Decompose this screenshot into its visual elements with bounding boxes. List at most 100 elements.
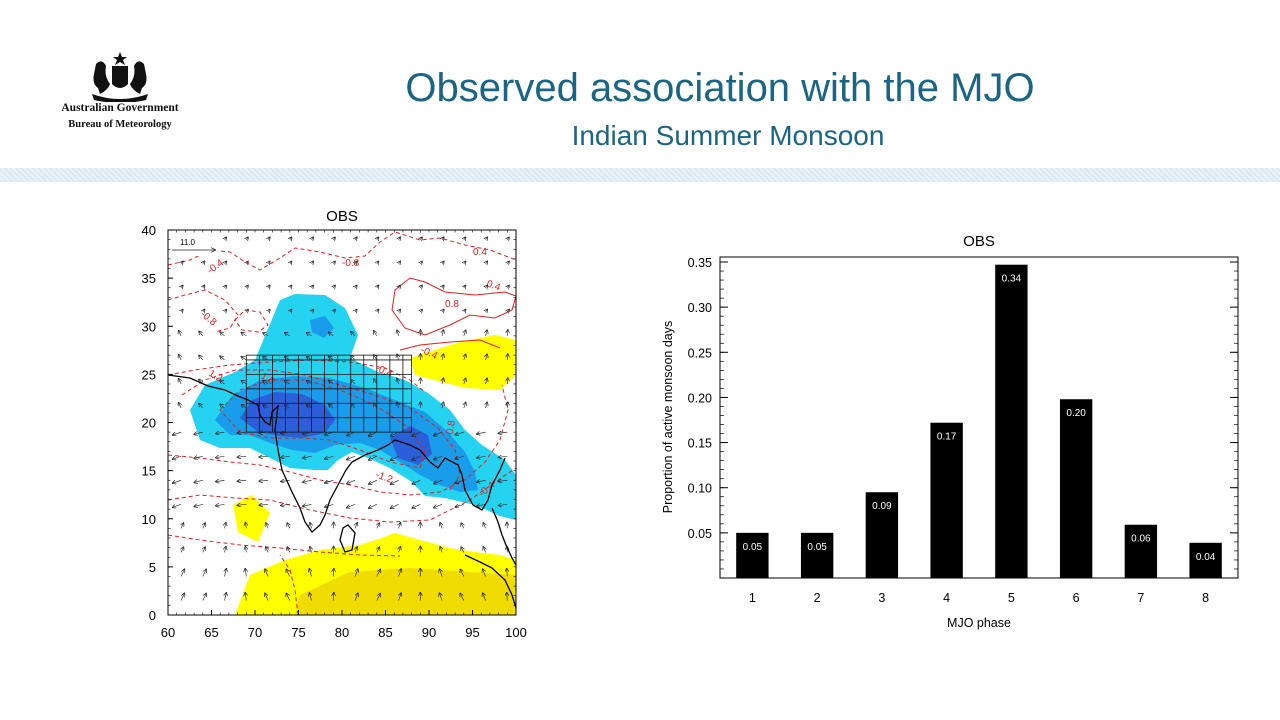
wind-vector xyxy=(507,569,508,577)
wind-vector xyxy=(329,332,334,337)
wind-vector xyxy=(442,237,444,239)
wind-vector xyxy=(377,261,379,263)
wind-vector xyxy=(477,504,486,506)
wind-vector xyxy=(377,309,379,311)
org-name-line2: Bureau of Meteorology xyxy=(68,119,172,130)
bar-value-label: 0.06 xyxy=(1131,534,1151,545)
bom-logo: Australian Government Bureau of Meteorol… xyxy=(40,50,200,150)
wind-vector xyxy=(259,480,269,481)
map-plot-area: -0.4 -0.8 -0.8 0.4 0.8 0.4 -0.4 -0.4 1.2… xyxy=(168,231,516,615)
wind-vector xyxy=(507,402,508,409)
wind-vector xyxy=(173,455,182,459)
map-x-tick-label: 65 xyxy=(204,625,218,640)
bar-x-tick-label: 4 xyxy=(943,591,950,605)
bar-value-label: 0.34 xyxy=(1002,274,1022,285)
wind-vector xyxy=(329,380,334,385)
wind-vector xyxy=(290,309,292,311)
reference-vector: 11.0 xyxy=(168,230,220,256)
analysis-grid-box xyxy=(245,354,413,433)
wind-vector xyxy=(173,479,182,483)
map-x-tick-label: 70 xyxy=(248,625,262,640)
wind-vector xyxy=(412,503,421,508)
contour-label: -0.8 xyxy=(342,258,360,269)
wind-vector xyxy=(399,523,401,529)
wind-vector xyxy=(464,378,466,385)
wind-vector xyxy=(399,593,402,601)
wind-vector xyxy=(202,569,206,577)
map-x-tick-label: 85 xyxy=(378,625,392,640)
contour-label: 0.4 xyxy=(485,278,502,293)
wind-vector xyxy=(237,456,247,457)
wind-vector xyxy=(285,381,290,384)
page-title: Observed association with the MJO xyxy=(405,66,1035,110)
wind-vector xyxy=(397,378,399,385)
wind-vector xyxy=(397,354,399,361)
bar xyxy=(930,422,963,578)
map-y-tick-label: 0 xyxy=(149,608,156,623)
wind-vector xyxy=(225,593,227,601)
wind-vector xyxy=(412,479,421,484)
wind-vector xyxy=(268,285,270,287)
wind-vector xyxy=(180,569,184,577)
header-divider-band xyxy=(0,168,1280,182)
map-x-tick-label: 60 xyxy=(161,625,175,640)
wind-vector xyxy=(399,261,401,263)
wind-vector xyxy=(442,402,443,409)
wind-vector xyxy=(265,593,269,601)
map-x-tick-label: 100 xyxy=(505,625,527,640)
wind-vector xyxy=(483,569,486,577)
contour-line xyxy=(168,289,239,333)
wind-vector xyxy=(369,503,377,508)
wind-vector xyxy=(225,237,227,239)
wind-vector xyxy=(181,285,183,287)
wind-vector xyxy=(374,403,377,409)
wind-vector xyxy=(225,261,227,263)
wind-vector xyxy=(442,354,443,361)
bar xyxy=(736,532,769,578)
slide-header: Australian Government Bureau of Meteorol… xyxy=(0,0,1280,170)
wind-vector xyxy=(194,456,203,458)
wind-vector xyxy=(245,569,246,577)
wind-vector xyxy=(333,285,335,287)
wind-vector xyxy=(286,593,291,601)
wind-vector xyxy=(412,431,421,436)
bar-y-tick-label: 0.05 xyxy=(688,527,712,541)
contour-line xyxy=(168,384,509,496)
wind-vector xyxy=(507,354,508,360)
wind-vector xyxy=(309,569,311,577)
wind-vector xyxy=(460,593,465,601)
wind-vector xyxy=(181,523,184,529)
wind-vector xyxy=(377,523,380,529)
wind-vector xyxy=(442,330,443,336)
wind-vector xyxy=(439,593,442,601)
wind-vector xyxy=(310,523,312,529)
wind-vector xyxy=(498,504,508,505)
wind-vector xyxy=(507,285,509,287)
page-subtitle: Indian Summer Monsoon xyxy=(571,120,885,151)
yellow-region-northeast xyxy=(410,335,516,390)
wind-vector xyxy=(225,285,227,287)
wind-vector xyxy=(486,309,488,311)
contour-label: -1.2 xyxy=(374,469,394,485)
wind-vector xyxy=(355,593,358,601)
wind-vector xyxy=(268,309,270,311)
wind-vector xyxy=(241,332,247,335)
wind-vector xyxy=(203,309,205,311)
bar-y-tick-label: 0.10 xyxy=(688,482,712,496)
wind-vector xyxy=(216,456,225,457)
wind-vector xyxy=(464,354,466,361)
wind-vector xyxy=(266,547,268,553)
wind-vector xyxy=(194,480,203,482)
wind-vector xyxy=(486,261,488,263)
wind-vector xyxy=(399,547,401,553)
wind-vector xyxy=(179,355,182,361)
wind-vector xyxy=(498,480,508,481)
wind-vector xyxy=(241,381,247,384)
wind-vector xyxy=(179,403,182,409)
bar-y-tick-label: 0.35 xyxy=(688,256,712,270)
wind-vector xyxy=(351,332,356,337)
wind-vector xyxy=(312,309,314,311)
coastline-burma xyxy=(394,439,506,511)
wind-vector xyxy=(439,569,442,577)
bar-x-tick-label: 1 xyxy=(749,591,756,605)
